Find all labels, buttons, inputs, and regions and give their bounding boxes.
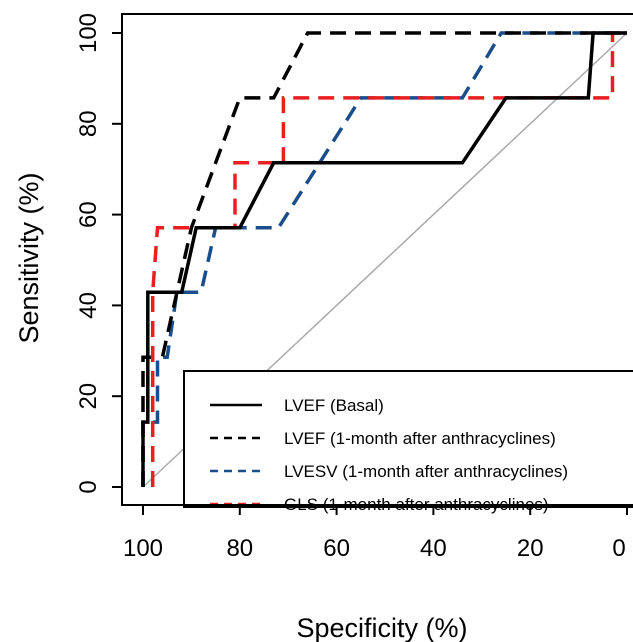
x-tick-label-3: 40	[420, 535, 447, 562]
legend-label-2: LVESV (1-month after anthracyclines)	[284, 462, 568, 481]
series-line-3	[150, 31, 627, 487]
y-axis-label: Sensitivity (%)	[14, 172, 44, 343]
x-axis-label: Specificity (%)	[296, 613, 467, 642]
x-tick-label-1: 80	[226, 535, 253, 562]
x-tick-label-5: 0	[612, 535, 625, 562]
y-tick-label-2: 40	[75, 292, 102, 319]
y-tick-label-5: 100	[75, 13, 102, 53]
y-tick-label-1: 20	[75, 383, 102, 410]
y-tick-label-4: 80	[75, 110, 102, 137]
series-line-2	[141, 31, 627, 487]
legend: LVEF (Basal) LVEF (1-month after anthracy…	[183, 370, 633, 514]
x-tick-label-0: 100	[123, 535, 163, 562]
y-tick-label-0: 0	[75, 480, 102, 493]
legend-label-0: LVEF (Basal)	[284, 396, 384, 415]
x-tick-label-4: 20	[517, 535, 544, 562]
plot-frame	[121, 13, 633, 506]
x-tick-label-2: 60	[323, 535, 350, 562]
series-line-0	[141, 31, 627, 487]
y-tick-label-3: 60	[75, 201, 102, 228]
axes: 100 80 60 40 20 0 0 20 40 60 80 100	[75, 13, 633, 562]
legend-label-1: LVEF (1-month after anthracyclines)	[284, 429, 556, 448]
plot-area	[141, 31, 628, 488]
